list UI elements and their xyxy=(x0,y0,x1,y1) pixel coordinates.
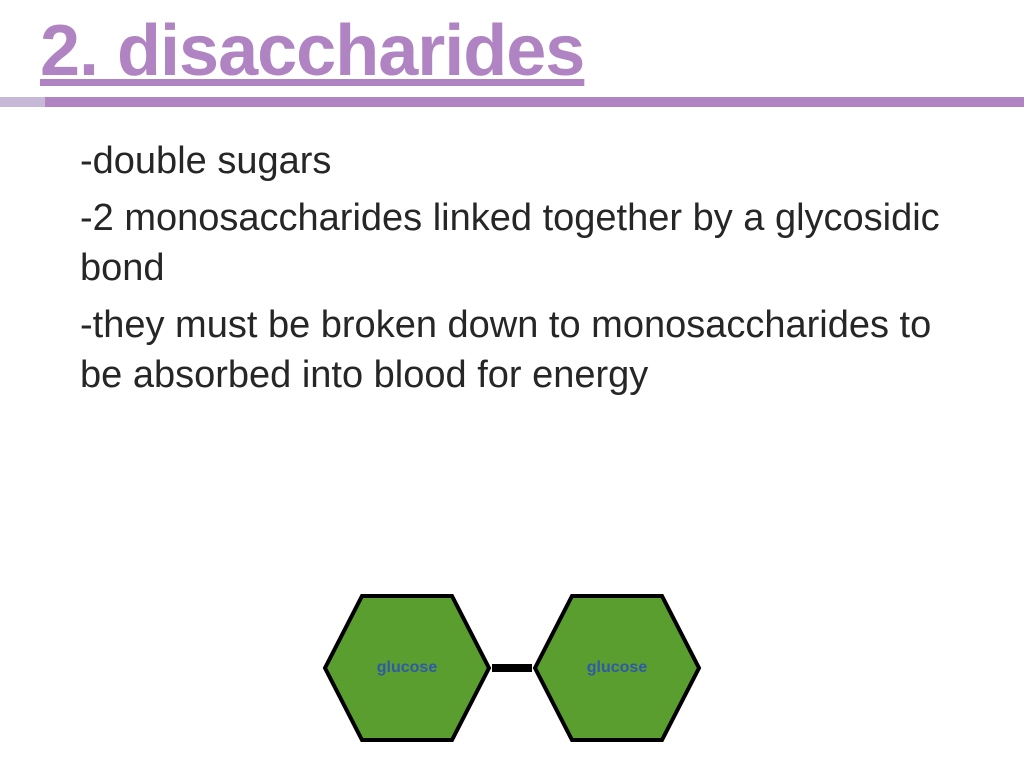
accent-bar xyxy=(0,97,1024,107)
accent-bar-right xyxy=(45,97,1024,107)
molecule-diagram: glucose glucose xyxy=(317,588,707,748)
accent-bar-left xyxy=(0,97,45,107)
content-area: -double sugars -2 monosaccharides linked… xyxy=(0,107,1024,400)
slide-title: 2. disaccharides xyxy=(0,0,1024,92)
bullet-3: -they must be broken down to monosacchar… xyxy=(80,301,964,400)
glucose-hexagon-left: glucose xyxy=(317,588,497,748)
bullet-1: -double sugars xyxy=(80,137,964,186)
bullet-2: -2 monosaccharides linked together by a … xyxy=(80,194,964,293)
glucose-label-right: glucose xyxy=(587,659,647,677)
glucose-hexagon-right: glucose xyxy=(527,588,707,748)
glucose-label-left: glucose xyxy=(377,659,437,677)
glycosidic-bond xyxy=(492,664,532,672)
